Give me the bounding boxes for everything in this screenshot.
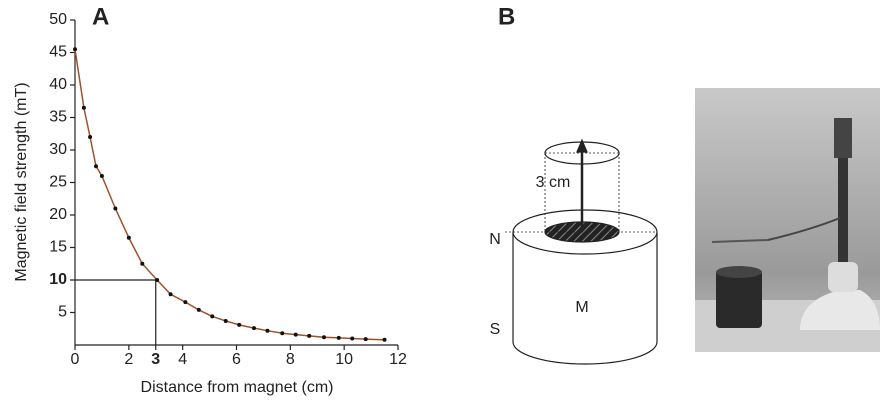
pole-label: N xyxy=(489,231,501,248)
data-point xyxy=(336,335,341,340)
y-tick-label: 5 xyxy=(58,304,67,321)
y-tick-label: 15 xyxy=(49,239,67,256)
x-tick-label: 6 xyxy=(232,351,241,368)
x-tick-label: 4 xyxy=(178,351,187,368)
data-point xyxy=(237,322,242,327)
data-point xyxy=(293,332,298,337)
x-tick-label: 12 xyxy=(389,351,407,368)
y-tick-label: 20 xyxy=(49,206,67,223)
data-point xyxy=(280,331,285,336)
data-point xyxy=(350,336,355,341)
magnet-label: M xyxy=(575,299,588,316)
y-tick-label: 25 xyxy=(49,174,67,191)
data-point xyxy=(251,326,256,331)
data-point xyxy=(126,235,131,240)
data-point xyxy=(223,318,228,323)
reference-line xyxy=(75,279,157,345)
data-point xyxy=(168,292,173,297)
data-point xyxy=(363,337,368,342)
data-point xyxy=(210,314,215,319)
x-tick-label: 3 xyxy=(151,351,160,368)
x-tick-label: 10 xyxy=(335,351,353,368)
data-point xyxy=(81,105,86,110)
pole-label: S xyxy=(490,321,501,338)
panel-label: B xyxy=(498,3,515,30)
y-tick-label: 50 xyxy=(49,11,67,28)
y-tick-label: 45 xyxy=(49,44,67,61)
x-tick-label: 2 xyxy=(124,351,133,368)
panel-label: A xyxy=(92,3,109,30)
data-point xyxy=(183,300,188,305)
y-tick-label: 40 xyxy=(49,76,67,93)
x-tick-label: 8 xyxy=(286,351,295,368)
data-point xyxy=(321,335,326,340)
data-point xyxy=(113,206,118,211)
y-tick-label: 30 xyxy=(49,141,67,158)
data-point xyxy=(307,333,312,338)
magnet-diagram xyxy=(505,138,658,365)
height-label: 3 cm xyxy=(536,174,571,191)
x-tick-label: 0 xyxy=(71,351,80,368)
data-point xyxy=(88,135,93,139)
data-point xyxy=(196,307,201,312)
photo xyxy=(695,88,880,352)
data-point xyxy=(99,174,104,178)
data-line xyxy=(74,49,385,341)
data-point xyxy=(73,47,77,52)
y-tick-label: 35 xyxy=(49,109,67,126)
x-axis-title: Distance from magnet (cm) xyxy=(141,379,334,396)
data-point xyxy=(140,261,145,266)
data-point xyxy=(382,337,387,342)
data-point xyxy=(265,328,270,333)
data-point xyxy=(93,164,98,169)
data-point xyxy=(155,278,160,282)
y-tick-label: 10 xyxy=(49,271,67,288)
y-axis-title: Magnetic field strength (mT) xyxy=(13,82,30,281)
